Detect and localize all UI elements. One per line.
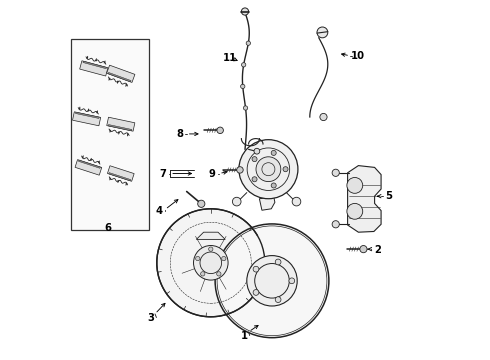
Circle shape xyxy=(275,297,281,302)
Text: 11: 11 xyxy=(223,53,237,63)
Polygon shape xyxy=(107,65,135,82)
Polygon shape xyxy=(259,197,275,210)
Circle shape xyxy=(242,63,246,67)
Circle shape xyxy=(194,246,228,280)
Text: 10: 10 xyxy=(350,51,365,61)
Polygon shape xyxy=(78,160,100,168)
Text: 2: 2 xyxy=(374,245,381,255)
Circle shape xyxy=(247,256,297,306)
Wedge shape xyxy=(157,209,265,317)
Circle shape xyxy=(221,256,226,261)
Circle shape xyxy=(197,200,205,207)
Circle shape xyxy=(252,177,257,182)
Polygon shape xyxy=(109,172,131,181)
Text: 3: 3 xyxy=(147,312,154,323)
Polygon shape xyxy=(83,61,106,69)
Polygon shape xyxy=(75,159,102,175)
Text: 4: 4 xyxy=(156,206,163,216)
Circle shape xyxy=(241,84,245,89)
Circle shape xyxy=(253,289,259,295)
Polygon shape xyxy=(73,112,100,126)
Polygon shape xyxy=(107,166,134,181)
Circle shape xyxy=(246,41,250,45)
Circle shape xyxy=(217,272,221,276)
Circle shape xyxy=(256,157,281,181)
Text: 5: 5 xyxy=(385,191,392,201)
Text: 1: 1 xyxy=(241,330,247,341)
Text: 9: 9 xyxy=(208,168,215,179)
Circle shape xyxy=(254,148,260,154)
Circle shape xyxy=(217,127,223,134)
Circle shape xyxy=(200,272,205,276)
Circle shape xyxy=(252,157,257,162)
Text: 8: 8 xyxy=(176,129,183,139)
Circle shape xyxy=(360,246,367,253)
Circle shape xyxy=(239,140,298,199)
Circle shape xyxy=(289,278,294,284)
Circle shape xyxy=(320,113,327,121)
Circle shape xyxy=(215,224,329,338)
Polygon shape xyxy=(107,117,135,131)
Circle shape xyxy=(347,203,363,219)
Circle shape xyxy=(332,169,339,176)
Text: 7: 7 xyxy=(159,168,167,179)
Polygon shape xyxy=(108,125,132,131)
Circle shape xyxy=(209,247,213,251)
Circle shape xyxy=(283,167,288,172)
Circle shape xyxy=(317,27,328,38)
Circle shape xyxy=(244,106,248,110)
Circle shape xyxy=(232,197,241,206)
Circle shape xyxy=(237,167,243,173)
Polygon shape xyxy=(75,112,99,118)
Polygon shape xyxy=(80,61,108,76)
Text: 6: 6 xyxy=(104,222,111,233)
Circle shape xyxy=(196,256,200,261)
Circle shape xyxy=(292,197,301,206)
Circle shape xyxy=(271,150,276,156)
Polygon shape xyxy=(347,166,381,232)
Circle shape xyxy=(271,183,276,188)
Bar xyxy=(72,39,149,230)
Circle shape xyxy=(347,177,363,193)
Circle shape xyxy=(242,8,248,15)
Circle shape xyxy=(253,266,259,272)
Circle shape xyxy=(275,259,281,265)
Polygon shape xyxy=(108,72,131,82)
Circle shape xyxy=(332,221,339,228)
Polygon shape xyxy=(196,232,225,239)
